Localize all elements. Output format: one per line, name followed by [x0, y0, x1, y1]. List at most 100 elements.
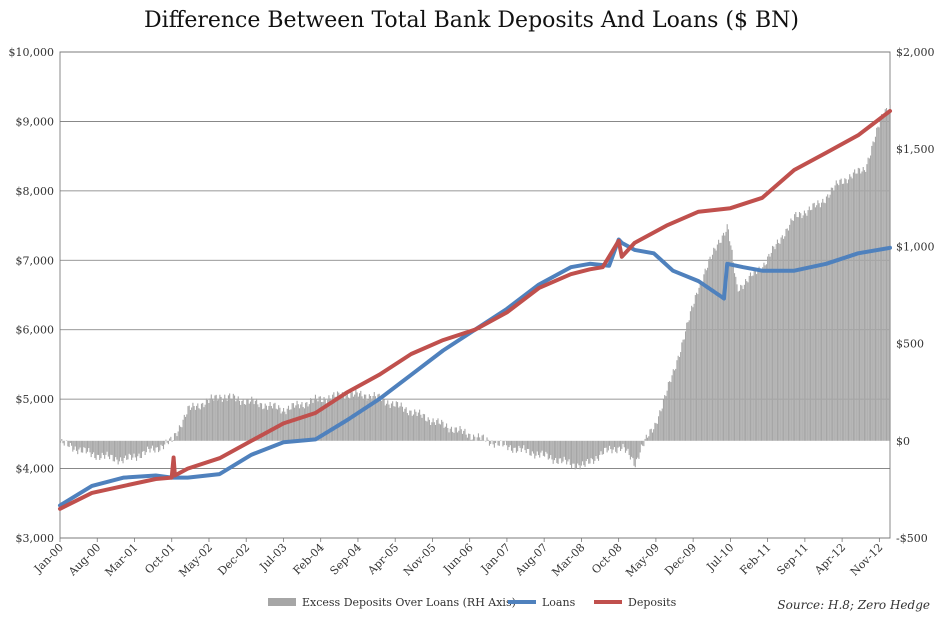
excess-bar [268, 405, 270, 441]
y-right-tick-label: -$500 [896, 532, 928, 545]
excess-bar [569, 440, 571, 465]
excess-bar [753, 269, 755, 441]
excess-bar [879, 120, 881, 441]
excess-bar [116, 440, 118, 460]
excess-bar [362, 398, 364, 441]
excess-bar [295, 405, 297, 441]
excess-bar [596, 440, 598, 459]
excess-bar [182, 419, 184, 441]
excess-bar [133, 440, 135, 454]
excess-bar [495, 440, 497, 444]
excess-bar [474, 436, 476, 441]
excess-bar [431, 422, 433, 441]
excess-bar [290, 409, 292, 441]
excess-bar [397, 402, 399, 441]
excess-bar [828, 197, 830, 441]
y-right-tick-label: $1,500 [896, 143, 935, 156]
excess-bar [718, 239, 720, 441]
excess-bar [421, 417, 423, 441]
excess-bar [843, 183, 845, 441]
excess-bar [698, 287, 700, 441]
excess-bar [444, 426, 446, 441]
excess-bar [117, 440, 119, 465]
excess-bar [107, 440, 109, 457]
excess-bar [664, 395, 666, 441]
excess-bar [465, 434, 467, 441]
excess-bar [415, 411, 417, 441]
excess-bar [143, 440, 145, 451]
x-tick-label: May-02 [176, 541, 215, 580]
y-left-tick-label: $7,000 [16, 254, 55, 267]
excess-bar [578, 440, 580, 466]
excess-bar [632, 440, 634, 459]
excess-bar [275, 408, 277, 441]
excess-bar [437, 418, 439, 441]
excess-bar [640, 440, 642, 445]
excess-bar [780, 237, 782, 441]
excess-bar [530, 440, 532, 456]
x-tick-label: Sep-04 [327, 541, 364, 578]
excess-bar [686, 322, 688, 441]
excess-bar [514, 440, 516, 448]
excess-bar [784, 236, 786, 441]
excess-bar [841, 183, 843, 441]
excess-bar [234, 395, 236, 441]
excess-bar [760, 272, 763, 441]
excess-bar [699, 281, 701, 441]
excess-bar [509, 440, 511, 446]
excess-bar [264, 403, 266, 441]
excess-bar [490, 440, 492, 444]
excess-bar [374, 396, 377, 441]
excess-bar [185, 416, 187, 441]
excess-bar [806, 215, 808, 441]
excess-bar [89, 440, 91, 453]
excess-bar [601, 440, 603, 455]
excess-bar [868, 158, 870, 441]
excess-bar [171, 440, 173, 442]
excess-bar [775, 244, 777, 441]
excess-bar [226, 400, 228, 441]
excess-bar [393, 406, 395, 441]
excess-bar [724, 235, 726, 441]
excess-bar [90, 440, 92, 458]
x-tick-label: Mar-08 [549, 541, 587, 579]
excess-bar [552, 440, 554, 464]
excess-bar [551, 440, 553, 460]
excess-bar [633, 440, 635, 466]
excess-bar [131, 440, 133, 460]
excess-bar [158, 440, 160, 453]
excess-bar [765, 264, 767, 441]
excess-bar [628, 440, 630, 456]
excess-bar [327, 399, 329, 441]
excess-bar [593, 440, 595, 464]
excess-bar [434, 424, 437, 441]
x-tick-label: Aug-00 [65, 541, 103, 579]
excess-bar [138, 440, 140, 454]
excess-bar [639, 440, 641, 453]
x-tick-label: May-09 [623, 541, 662, 580]
excess-bar [336, 391, 339, 441]
excess-bar [852, 172, 854, 441]
excess-bar [863, 170, 865, 441]
excess-bar [714, 248, 716, 441]
excess-bar [749, 272, 752, 441]
excess-bar [776, 239, 778, 441]
excess-bar [585, 440, 587, 462]
excess-bar [849, 174, 851, 441]
excess-bar [312, 402, 314, 441]
excess-bar [859, 168, 861, 441]
excess-bar [638, 440, 640, 459]
excess-bar [139, 440, 141, 458]
excess-bar [165, 439, 167, 441]
excess-bar [517, 440, 519, 452]
excess-bar [861, 171, 863, 441]
excess-bar [330, 400, 332, 441]
excess-bar [651, 432, 653, 441]
excess-bar [568, 440, 570, 460]
excess-bar [406, 413, 408, 441]
excess-bar [186, 414, 188, 441]
excess-bar [121, 440, 123, 462]
excess-bar [794, 214, 796, 441]
excess-bar [829, 194, 831, 441]
legend-swatch [268, 598, 296, 606]
